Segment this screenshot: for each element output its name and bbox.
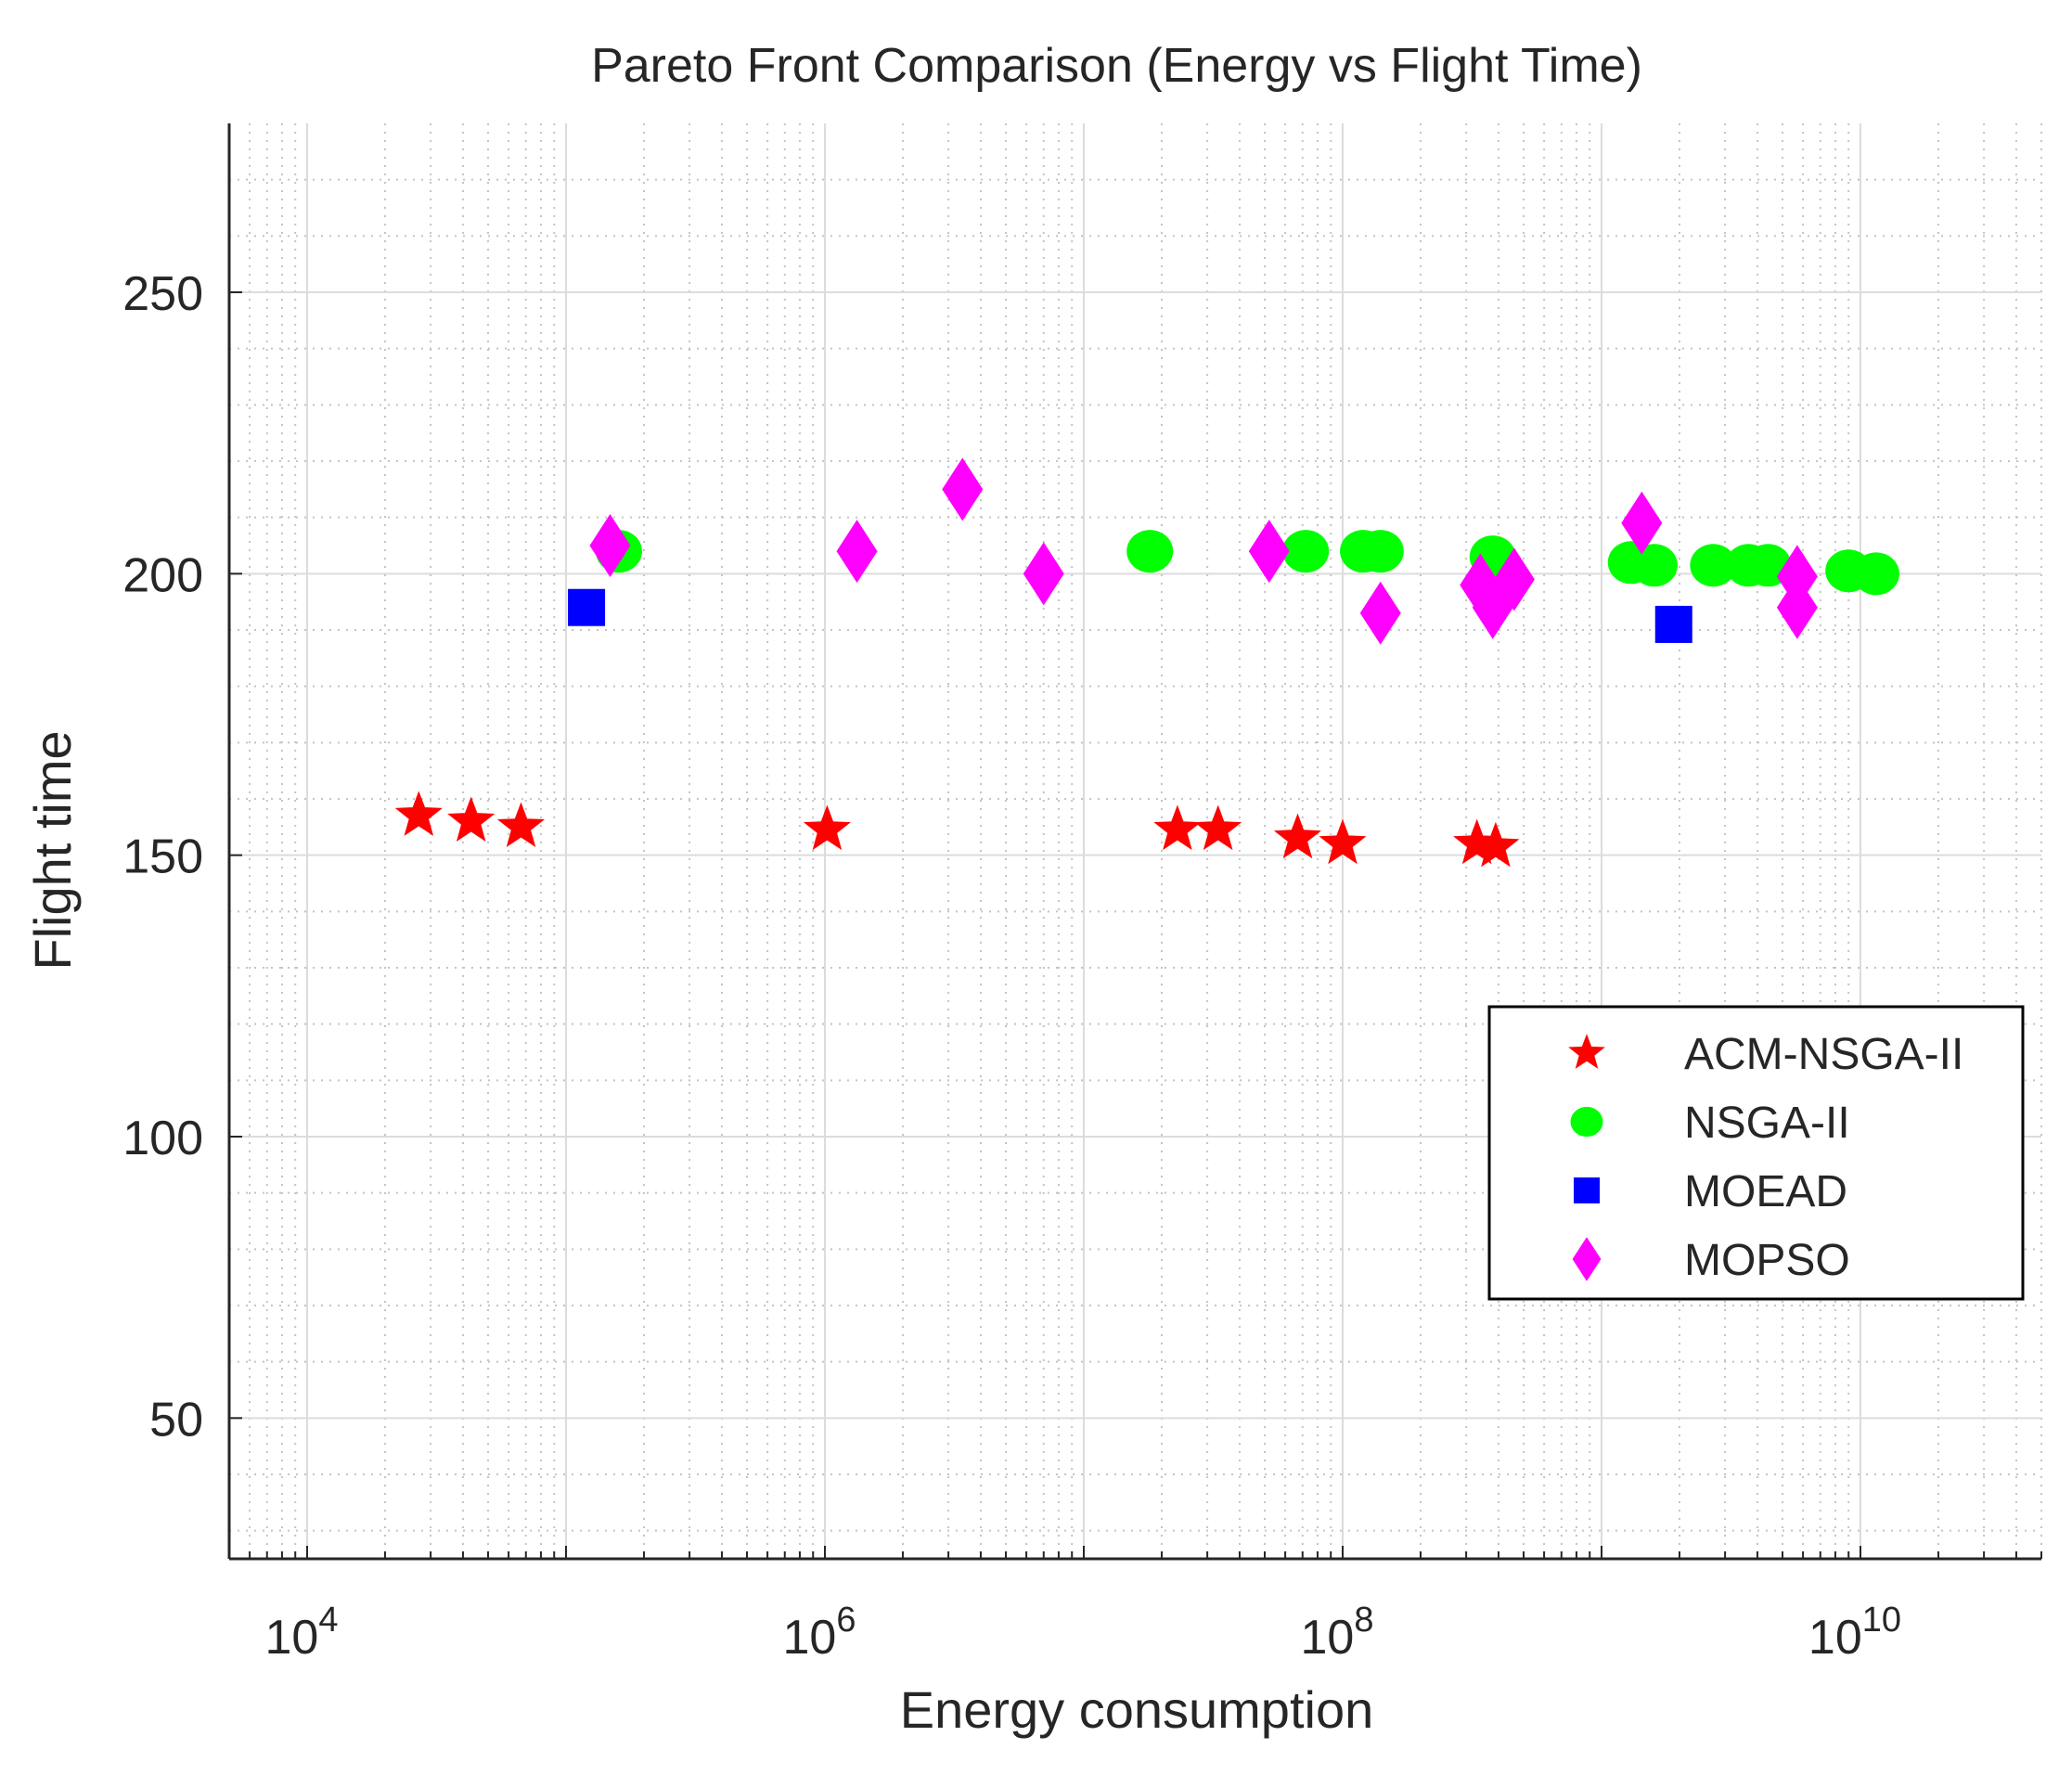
x-tick-label: 106 — [782, 1601, 856, 1665]
data-point — [1248, 520, 1290, 584]
data-point — [1776, 575, 1818, 639]
data-point — [1852, 552, 1899, 596]
x-axis-label: Energy consumption — [900, 1680, 1374, 1739]
legend-marker — [1572, 1237, 1602, 1281]
y-tick-label: 100 — [122, 1112, 203, 1165]
data-point — [447, 796, 495, 842]
grid — [228, 123, 2042, 1559]
chart-title: Pareto Front Comparison (Energy vs Fligh… — [591, 39, 1642, 93]
data-point — [1493, 547, 1535, 611]
series-moead — [568, 588, 1692, 643]
data-point — [1126, 530, 1174, 573]
legend-label: MOEAD — [1684, 1167, 1847, 1216]
data-point — [1359, 581, 1401, 645]
data-point — [1282, 530, 1330, 573]
data-point — [1273, 813, 1322, 859]
data-point — [568, 588, 606, 626]
data-point — [836, 520, 878, 584]
data-point — [1621, 491, 1663, 555]
series-nsga-ii — [595, 530, 1899, 596]
data-point — [394, 791, 443, 836]
y-tick-label: 150 — [122, 830, 203, 884]
series-mopso — [589, 457, 1818, 645]
data-point — [1472, 821, 1520, 868]
y-axis-label: Flight time — [23, 730, 82, 970]
legend-marker — [1574, 1177, 1600, 1203]
x-tick-label: 104 — [264, 1601, 338, 1665]
legend-marker — [1570, 1106, 1603, 1138]
y-tick-label: 250 — [122, 267, 203, 321]
data-point — [1153, 804, 1202, 851]
legend-label: NSGA-II — [1684, 1099, 1850, 1148]
data-point — [1357, 530, 1404, 573]
data-point — [803, 804, 851, 851]
legend: ACM-NSGA-II NSGA-II MOEAD MOPSO — [1487, 1005, 2025, 1301]
data-series — [394, 457, 1899, 868]
axis-ticks: 50 100 150 200 250 104 106 108 1010 — [122, 123, 2042, 1665]
data-point — [1690, 544, 1737, 587]
data-point — [1023, 542, 1064, 606]
data-point — [942, 457, 984, 521]
data-point — [589, 514, 631, 577]
legend-label: MOPSO — [1684, 1236, 1850, 1285]
data-point — [1194, 804, 1242, 851]
legend-marker — [1568, 1034, 1605, 1069]
legend-label: ACM-NSGA-II — [1684, 1030, 1963, 1079]
data-point — [1319, 818, 1367, 865]
data-point — [496, 802, 546, 848]
x-tick-label: 108 — [1300, 1601, 1373, 1665]
data-point — [1654, 605, 1692, 643]
series-acm-nsga-ii — [394, 791, 1520, 868]
y-tick-label: 50 — [149, 1393, 203, 1447]
x-tick-label: 1010 — [1808, 1601, 1901, 1665]
y-tick-label: 200 — [122, 548, 203, 602]
data-point — [1630, 544, 1678, 587]
